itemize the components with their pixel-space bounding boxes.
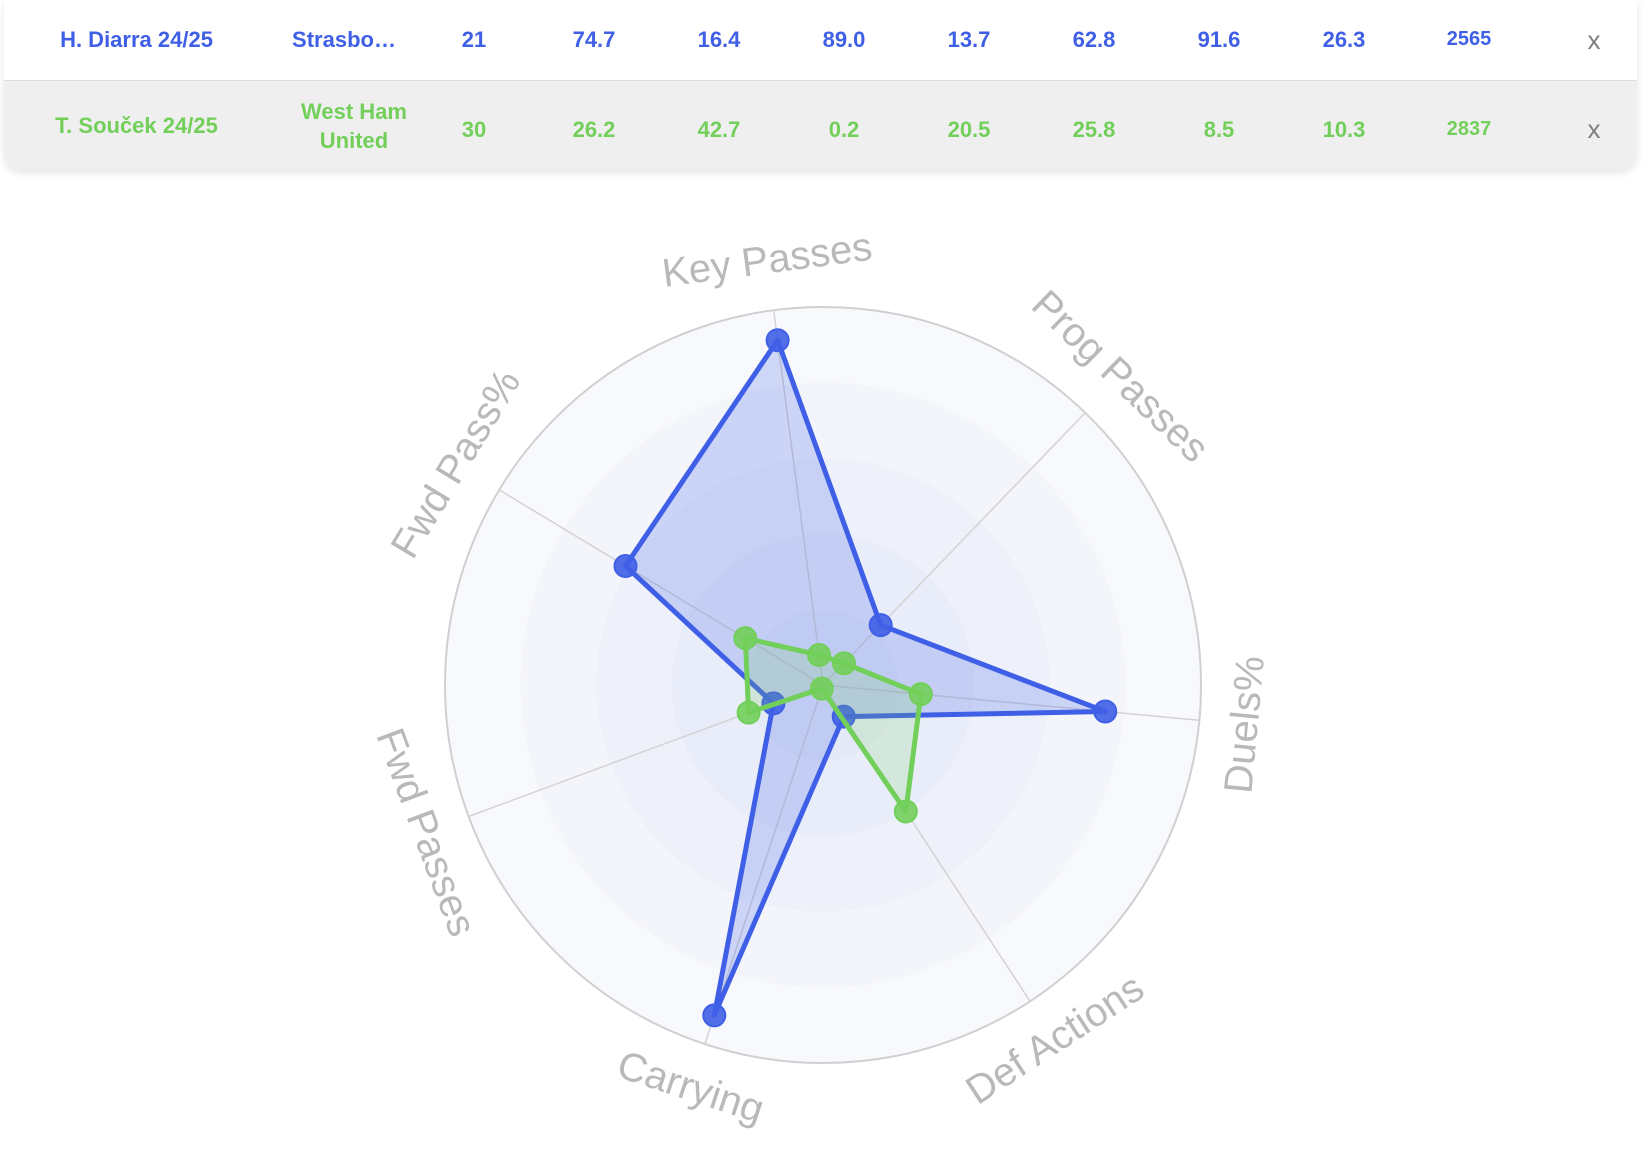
comparison-table: H. Diarra 24/25 Strasbo… 21 74.7 16.4 89… (4, 0, 1637, 170)
team-name: Strasbo… (292, 26, 396, 52)
stat-value: 42.7 (697, 117, 741, 142)
team-name: West Ham United (301, 98, 407, 153)
data-point (702, 1003, 727, 1028)
data-point (809, 676, 834, 701)
radar-spoke (822, 684, 1200, 722)
player-name[interactable]: T. Souček 24/25 (55, 113, 218, 138)
radar-spoke (822, 412, 1086, 686)
stat-value: 20.5 (947, 117, 991, 142)
series-area (623, 337, 1108, 1018)
data-point (868, 613, 893, 638)
radar-spoke (704, 684, 824, 1045)
data-point (736, 700, 761, 725)
stat-value: 8.5 (1203, 117, 1235, 142)
radar-chart: Key Passes Prog Passes Duels% Def Actions Ca… (0, 170, 1652, 1170)
radar-spoke (772, 310, 824, 686)
series-2 (733, 626, 933, 824)
stat-value: 26.3 (1322, 26, 1366, 52)
stat-value: 16.4 (697, 26, 741, 52)
stat-value: 13.7 (947, 26, 991, 52)
stat-value: 10.3 (1322, 117, 1366, 142)
series-1 (613, 328, 1118, 1028)
data-point (1093, 699, 1118, 724)
stat-value: 62.8 (1072, 26, 1116, 52)
remove-player-button[interactable]: x (1587, 24, 1601, 55)
data-point (765, 328, 790, 353)
stat-value: 25.8 (1072, 117, 1116, 142)
data-point (613, 553, 638, 578)
stat-value: 2565 (1446, 27, 1492, 50)
stat-value: 0.2 (828, 117, 860, 142)
stat-value: 74.7 (572, 26, 616, 52)
stat-value: 26.2 (572, 117, 616, 142)
data-point (733, 626, 758, 651)
series-area (742, 635, 924, 814)
data-point (908, 682, 933, 707)
data-point (831, 651, 856, 676)
remove-player-button[interactable]: x (1587, 114, 1601, 144)
stat-value: 30 (461, 117, 487, 142)
axis-label: Duels% (1216, 654, 1273, 795)
stat-value: 2837 (1446, 118, 1492, 140)
data-point (807, 643, 832, 668)
data-point (893, 799, 918, 824)
axis-label: Key Passes (660, 225, 875, 296)
player-name[interactable]: H. Diarra 24/25 (60, 26, 213, 52)
table-row: H. Diarra 24/25 Strasbo… 21 74.7 16.4 89… (4, 0, 1637, 81)
stat-value: 89.0 (822, 26, 866, 52)
stat-value: 21 (461, 26, 487, 52)
stat-value: 91.6 (1197, 26, 1241, 52)
axis-label: Carrying (612, 1043, 769, 1132)
radar-spoke (498, 489, 824, 686)
table-row: T. Souček 24/25 West Ham United 30 26.2 … (4, 81, 1637, 170)
